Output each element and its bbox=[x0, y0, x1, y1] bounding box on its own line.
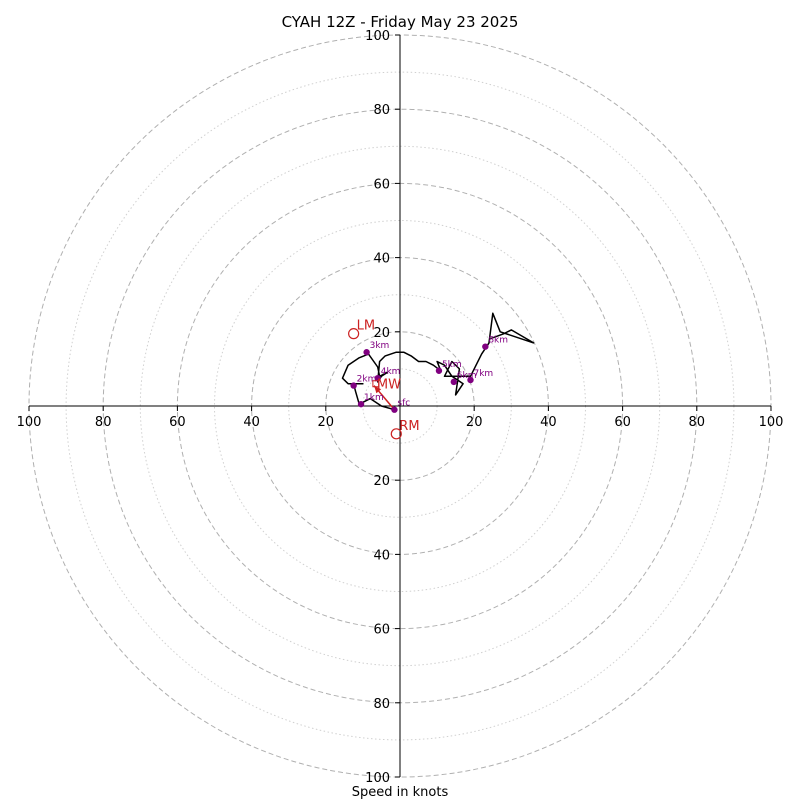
shear-vector-arrowhead bbox=[374, 385, 382, 394]
level-marker bbox=[391, 406, 398, 413]
x-tick-label: 60 bbox=[169, 415, 186, 430]
y-tick-label: 60 bbox=[373, 623, 390, 638]
y-tick-label: 100 bbox=[365, 771, 390, 786]
x-tick-label: 60 bbox=[614, 415, 631, 430]
level-marker bbox=[482, 343, 489, 350]
y-tick-label: 60 bbox=[373, 177, 390, 192]
x-tick-label: 80 bbox=[95, 415, 112, 430]
level-label: 7km bbox=[473, 369, 493, 379]
level-label: 8km bbox=[488, 336, 508, 346]
level-label: 3km bbox=[370, 341, 390, 351]
x-tick-label: 40 bbox=[243, 415, 260, 430]
level-label: 4km bbox=[381, 367, 401, 377]
level-marker bbox=[467, 376, 474, 384]
storm-motion-label: RM bbox=[399, 419, 419, 434]
x-tick-label: 20 bbox=[318, 415, 335, 430]
y-tick-label: 80 bbox=[373, 697, 390, 712]
x-tick-label: 20 bbox=[466, 415, 483, 430]
level-label: 2km bbox=[357, 375, 377, 385]
y-tick-label: 20 bbox=[373, 326, 390, 341]
storm-motion-label: LM bbox=[357, 319, 375, 334]
x-tick-label: 100 bbox=[17, 415, 42, 430]
x-tick-label: 100 bbox=[759, 415, 784, 430]
y-tick-label: 20 bbox=[373, 474, 390, 489]
level-marker bbox=[435, 367, 443, 374]
level-marker bbox=[350, 382, 357, 389]
y-tick-label: 40 bbox=[373, 252, 390, 267]
x-tick-label: 80 bbox=[689, 415, 706, 430]
mean-wind-marker bbox=[372, 380, 380, 388]
wind-profile-line bbox=[341, 312, 535, 411]
y-tick-label: 80 bbox=[373, 103, 390, 118]
level-marker bbox=[363, 349, 370, 356]
level-label: sfc bbox=[397, 399, 410, 409]
y-tick-label: 40 bbox=[373, 548, 390, 563]
tick-labels: 20 20 20 20 40 40 40 40 60 60 60 60 80 80 80 80 100 100 10… bbox=[17, 29, 784, 786]
chart-title: CYAH 12Z - Friday May 23 2025 bbox=[282, 13, 519, 31]
mean-wind-label: MW bbox=[377, 378, 401, 393]
level-label: 1km bbox=[364, 393, 384, 403]
hodograph-trace bbox=[341, 312, 535, 411]
level-label: 6km bbox=[457, 371, 477, 381]
storm-motion-marker bbox=[390, 428, 402, 440]
x-axis-label: Speed in knots bbox=[352, 785, 449, 800]
y-tick-label: 100 bbox=[365, 29, 390, 44]
level-marker bbox=[450, 378, 457, 386]
level-label: 5km bbox=[442, 360, 462, 370]
axes bbox=[28, 34, 772, 778]
storm-motion-marker bbox=[348, 328, 360, 340]
level-marker bbox=[374, 374, 381, 382]
x-tick-label: 40 bbox=[540, 415, 557, 430]
level-marker bbox=[357, 400, 365, 408]
